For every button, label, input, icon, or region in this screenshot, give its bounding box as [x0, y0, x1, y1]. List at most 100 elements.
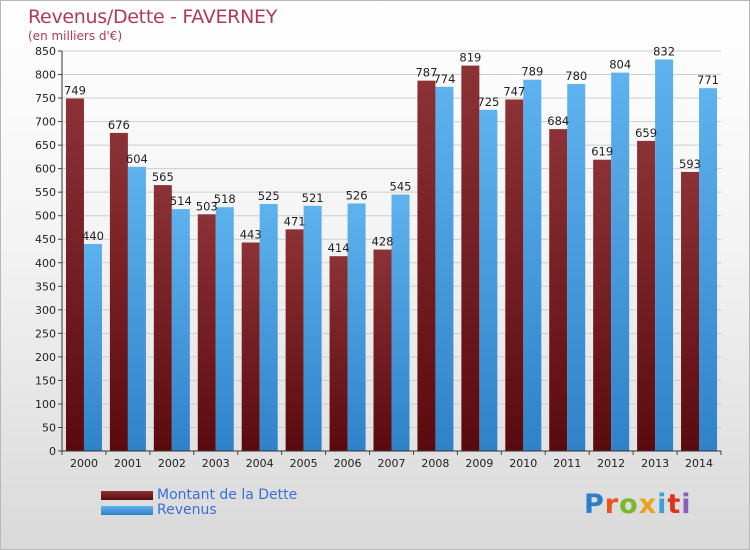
bar-dette	[373, 249, 392, 451]
data-label-dette: 503	[196, 199, 218, 213]
bar-dette	[549, 129, 568, 451]
data-label-revenus: 804	[609, 58, 631, 72]
data-label-revenus: 440	[82, 229, 104, 243]
bar-dette	[417, 80, 436, 451]
bar-revenus	[347, 203, 366, 451]
data-label-revenus: 832	[653, 44, 675, 58]
y-tick-label: 0	[49, 445, 56, 458]
bar-revenus	[567, 83, 586, 452]
data-label-revenus: 725	[477, 95, 499, 109]
bar-revenus	[259, 203, 278, 451]
x-tick-label: 2014	[685, 457, 713, 470]
bar-dette	[285, 229, 304, 451]
x-tick-label: 2003	[202, 457, 230, 470]
axes	[58, 50, 722, 455]
data-label-revenus: 771	[697, 73, 719, 87]
data-label-revenus: 526	[346, 188, 368, 202]
bar-dette	[241, 242, 260, 451]
y-tick-label: 500	[35, 210, 56, 223]
x-tick-label: 2012	[597, 457, 625, 470]
bar-revenus	[611, 72, 630, 451]
x-tick-label: 2000	[70, 457, 98, 470]
bar-dette	[109, 132, 128, 451]
x-tick-label: 2001	[114, 457, 142, 470]
bar-dette	[329, 256, 348, 451]
data-label-dette: 659	[635, 126, 657, 140]
bar-revenus	[523, 79, 542, 452]
bar-revenus	[699, 88, 718, 452]
data-label-dette: 593	[679, 157, 701, 171]
x-tick-label: 2013	[641, 457, 669, 470]
bars	[65, 59, 718, 452]
data-label-dette: 747	[503, 84, 525, 98]
bar-dette	[681, 171, 700, 452]
data-label-revenus: 518	[214, 192, 236, 206]
data-label-revenus: 774	[433, 72, 455, 86]
data-label-revenus: 545	[390, 180, 412, 194]
data-label-revenus: 525	[258, 189, 280, 203]
data-label-dette: 676	[108, 118, 130, 132]
legend-label-dette: Montant de la Dette	[157, 487, 298, 503]
data-label-dette: 428	[372, 235, 394, 249]
y-tick-label: 750	[35, 92, 56, 105]
legend-item-dette: Montant de la Dette	[101, 488, 297, 503]
y-tick-label: 400	[35, 257, 56, 270]
y-tick-label: 850	[35, 45, 56, 58]
bar-revenus	[171, 209, 190, 451]
bar-revenus	[303, 205, 322, 451]
legend-swatch-revenus	[101, 506, 153, 515]
bar-revenus	[83, 243, 102, 451]
y-tick-label: 50	[42, 421, 56, 434]
proxiti-logo: Proxiti	[584, 489, 692, 520]
data-label-dette: 619	[591, 145, 613, 159]
y-tick-label: 200	[35, 351, 56, 364]
legend-item-revenus: Revenus	[101, 503, 297, 518]
x-tick-label: 2005	[290, 457, 318, 470]
bar-revenus	[127, 166, 146, 451]
data-label-dette: 819	[459, 51, 481, 65]
bar-revenus	[215, 207, 234, 451]
y-tick-label: 600	[35, 163, 56, 176]
bar-revenus	[479, 109, 498, 451]
data-label-dette: 414	[328, 241, 350, 255]
x-tick-label: 2004	[246, 457, 274, 470]
bar-dette	[637, 140, 656, 451]
legend-swatch-dette	[101, 491, 153, 500]
x-tick-label: 2011	[553, 457, 581, 470]
bar-dette	[505, 99, 524, 452]
bar-dette	[593, 159, 612, 452]
y-tick-label: 100	[35, 398, 56, 411]
y-tick-label: 550	[35, 186, 56, 199]
bar-revenus	[435, 86, 454, 451]
y-tick-label: 350	[35, 280, 56, 293]
bar-dette	[461, 65, 480, 452]
y-tick-label: 250	[35, 327, 56, 340]
data-label-revenus: 789	[521, 65, 543, 79]
legend: Montant de la Dette Revenus	[101, 488, 297, 518]
x-tick-label: 2007	[378, 457, 406, 470]
data-label-revenus: 514	[170, 194, 192, 208]
bar-dette	[153, 185, 172, 451]
y-tick-label: 300	[35, 304, 56, 317]
bar-dette	[65, 98, 84, 451]
data-label-dette: 749	[64, 84, 86, 98]
y-tick-label: 450	[35, 233, 56, 246]
data-label-revenus: 604	[126, 152, 148, 166]
data-label-dette: 443	[240, 228, 262, 242]
data-label-revenus: 780	[565, 69, 587, 83]
data-label-dette: 684	[547, 114, 569, 128]
data-label-dette: 471	[284, 214, 306, 228]
bar-revenus	[655, 59, 674, 452]
y-tick-label: 150	[35, 374, 56, 387]
bar-dette	[197, 214, 216, 451]
bar-revenus	[391, 194, 410, 451]
labels: 0 50 100 150 200 250 300 350 400 450 500 550 600 650 7…	[35, 44, 719, 470]
y-tick-label: 800	[35, 69, 56, 82]
chart-subtitle: (en milliers d'€)	[28, 29, 123, 43]
x-tick-label: 2006	[334, 457, 362, 470]
x-tick-label: 2009	[465, 457, 493, 470]
legend-label-revenus: Revenus	[157, 502, 217, 518]
x-tick-label: 2010	[509, 457, 537, 470]
